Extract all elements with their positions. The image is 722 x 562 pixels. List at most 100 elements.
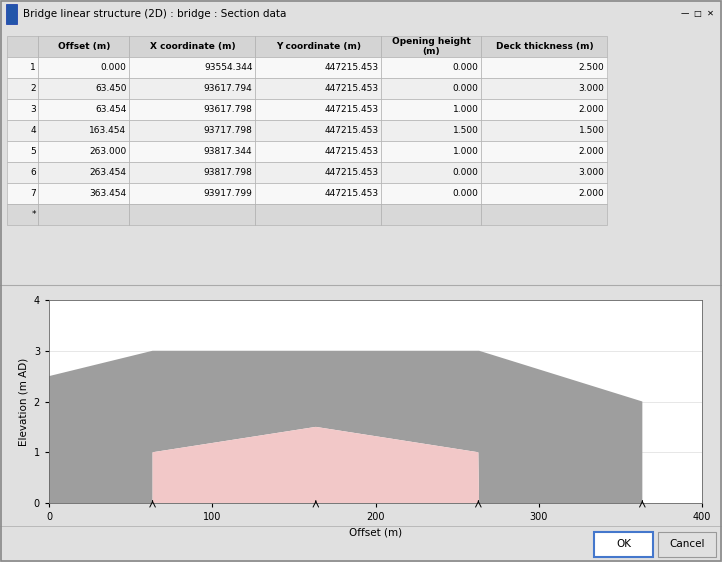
Bar <box>482 57 607 78</box>
Text: OK: OK <box>616 539 631 549</box>
Text: Bridge linear structure (2D) : bridge : Section data: Bridge linear structure (2D) : bridge : … <box>23 9 287 19</box>
Text: 2.000: 2.000 <box>579 105 604 114</box>
Text: 263.454: 263.454 <box>90 167 126 176</box>
Bar <box>38 57 129 78</box>
Y-axis label: Elevation (m AD): Elevation (m AD) <box>18 357 28 446</box>
FancyBboxPatch shape <box>658 532 716 557</box>
Bar <box>38 36 129 57</box>
Text: 0.000: 0.000 <box>453 189 479 198</box>
Text: 4: 4 <box>30 126 36 135</box>
Bar <box>7 78 38 99</box>
Bar <box>482 203 607 225</box>
Bar <box>7 57 38 78</box>
Bar <box>129 203 256 225</box>
FancyBboxPatch shape <box>594 532 653 557</box>
Text: 447215.453: 447215.453 <box>324 189 378 198</box>
Text: 93917.799: 93917.799 <box>204 189 253 198</box>
Text: 447215.453: 447215.453 <box>324 167 378 176</box>
Text: Y coordinate (m): Y coordinate (m) <box>276 42 361 51</box>
Text: 447215.453: 447215.453 <box>324 126 378 135</box>
Bar <box>256 120 381 140</box>
Text: 447215.453: 447215.453 <box>324 105 378 114</box>
Text: —: — <box>680 9 689 18</box>
Polygon shape <box>49 351 643 503</box>
Bar <box>381 140 482 162</box>
Text: 6: 6 <box>30 167 36 176</box>
Bar <box>7 162 38 183</box>
Bar <box>7 36 38 57</box>
Bar <box>482 99 607 120</box>
Text: □: □ <box>694 9 701 18</box>
Text: 2.000: 2.000 <box>579 189 604 198</box>
Text: 93817.344: 93817.344 <box>204 147 253 156</box>
Text: 3: 3 <box>30 105 36 114</box>
Bar <box>129 120 256 140</box>
Bar <box>256 57 381 78</box>
Bar <box>7 120 38 140</box>
Text: 2.500: 2.500 <box>579 63 604 72</box>
Text: 0.000: 0.000 <box>100 63 126 72</box>
Text: 447215.453: 447215.453 <box>324 63 378 72</box>
Bar <box>482 78 607 99</box>
Bar <box>482 162 607 183</box>
Text: 1.500: 1.500 <box>578 126 604 135</box>
Text: 3.000: 3.000 <box>578 167 604 176</box>
Text: 5: 5 <box>30 147 36 156</box>
Text: ✕: ✕ <box>707 9 714 18</box>
Bar <box>38 78 129 99</box>
Text: X coordinate (m): X coordinate (m) <box>149 42 235 51</box>
Bar <box>129 36 256 57</box>
Bar <box>482 120 607 140</box>
Bar <box>381 120 482 140</box>
Text: *: * <box>32 210 36 219</box>
Text: 0.000: 0.000 <box>453 84 479 93</box>
Text: 93617.798: 93617.798 <box>204 105 253 114</box>
Bar <box>381 183 482 203</box>
Text: 363.454: 363.454 <box>90 189 126 198</box>
Text: 1: 1 <box>30 63 36 72</box>
Bar <box>129 140 256 162</box>
Text: 3.000: 3.000 <box>578 84 604 93</box>
Bar <box>482 183 607 203</box>
Bar <box>381 78 482 99</box>
Text: 1.500: 1.500 <box>453 126 479 135</box>
Text: 7: 7 <box>30 189 36 198</box>
Text: Cancel: Cancel <box>669 539 705 549</box>
Polygon shape <box>152 427 479 503</box>
Text: 163.454: 163.454 <box>90 126 126 135</box>
Bar <box>129 162 256 183</box>
Text: 93717.798: 93717.798 <box>204 126 253 135</box>
Bar <box>6 4 17 24</box>
Text: 93554.344: 93554.344 <box>204 63 253 72</box>
X-axis label: Offset (m): Offset (m) <box>349 528 402 538</box>
Bar <box>256 162 381 183</box>
Bar <box>7 140 38 162</box>
Text: 447215.453: 447215.453 <box>324 147 378 156</box>
Text: Deck thickness (m): Deck thickness (m) <box>495 42 593 51</box>
Bar <box>381 203 482 225</box>
Bar <box>256 78 381 99</box>
Bar <box>381 36 482 57</box>
Text: 0.000: 0.000 <box>453 63 479 72</box>
Bar <box>7 203 38 225</box>
Text: 93817.798: 93817.798 <box>204 167 253 176</box>
Bar <box>38 99 129 120</box>
Text: 1.000: 1.000 <box>453 147 479 156</box>
Bar <box>129 78 256 99</box>
Text: 447215.453: 447215.453 <box>324 84 378 93</box>
Text: 63.454: 63.454 <box>95 105 126 114</box>
Text: 1.000: 1.000 <box>453 105 479 114</box>
Bar <box>381 57 482 78</box>
Text: 0.000: 0.000 <box>453 167 479 176</box>
Text: 2: 2 <box>30 84 36 93</box>
Text: 263.000: 263.000 <box>89 147 126 156</box>
Bar <box>129 99 256 120</box>
Bar <box>38 140 129 162</box>
Text: 2.000: 2.000 <box>579 147 604 156</box>
Bar <box>38 162 129 183</box>
Bar <box>129 183 256 203</box>
Bar <box>381 99 482 120</box>
Bar <box>38 120 129 140</box>
Text: Offset (m): Offset (m) <box>58 42 110 51</box>
Text: Opening height
(m): Opening height (m) <box>392 37 471 56</box>
